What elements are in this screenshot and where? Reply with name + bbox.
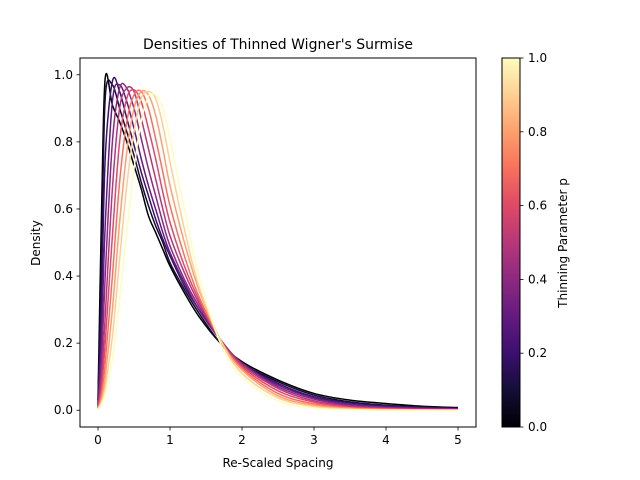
series-line-p-1	[97, 92, 458, 412]
colorbar-tick-label: 0.8	[528, 125, 547, 139]
x-tick-label: 0	[94, 433, 102, 447]
y-axis: 0.0 0.2 0.4 0.6 0.8 1.0	[54, 68, 80, 417]
colorbar-label: Thinning Parameter p	[556, 178, 570, 309]
x-tick-label: 3	[310, 433, 318, 447]
colorbar-tick-label: 0.4	[528, 272, 547, 286]
series-line-p-0.2	[97, 76, 459, 410]
y-tick-label: 0.2	[54, 336, 73, 350]
series-line-p-0.9	[97, 90, 459, 412]
chart-title: Densities of Thinned Wigner's Surmise	[143, 37, 413, 53]
series-line-p-0.7	[97, 89, 459, 411]
y-tick-label: 0.0	[54, 403, 73, 417]
colorbar-tick-label: 1.0	[528, 51, 547, 65]
series-line-p-0.8	[97, 89, 459, 411]
colorbar-axis: 0.0 0.2 0.4 0.6 0.8 1.0	[520, 51, 547, 434]
plot-frame	[79, 57, 477, 428]
x-axis-label: Re-Scaled Spacing	[223, 456, 334, 470]
colorbar-tick-label: 0.0	[528, 420, 547, 434]
series-group	[97, 73, 459, 412]
y-axis-label: Density	[29, 220, 43, 266]
series-line-p-0.4	[97, 82, 459, 410]
x-tick-label: 2	[238, 433, 246, 447]
series-line-p-0.1	[97, 79, 459, 409]
series-line-p-0.3	[97, 83, 459, 410]
y-tick-label: 0.4	[54, 269, 73, 283]
x-axis: 0 1 2 3 4 5	[94, 427, 462, 447]
y-tick-label: 0.8	[54, 135, 73, 149]
x-tick-label: 4	[382, 433, 390, 447]
colorbar-tick-label: 0.2	[528, 346, 547, 360]
x-tick-label: 1	[166, 433, 174, 447]
series-line-p-0.6	[97, 88, 459, 411]
y-tick-label: 1.0	[54, 68, 73, 82]
y-tick-label: 0.6	[54, 202, 73, 216]
series-line-p-0.5	[97, 85, 459, 411]
colorbar	[501, 57, 521, 428]
colorbar-tick-label: 0.6	[528, 199, 547, 213]
x-tick-label: 5	[454, 433, 462, 447]
